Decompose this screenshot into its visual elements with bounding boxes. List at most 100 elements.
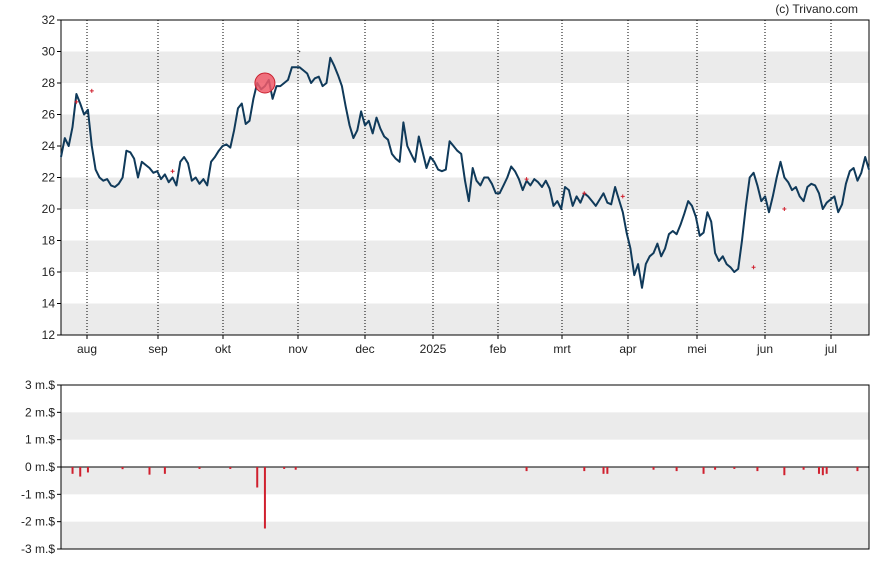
price-data-point bbox=[522, 189, 524, 191]
price-data-point bbox=[121, 176, 124, 179]
volume-y-tick-label: -1 m.$ bbox=[21, 487, 55, 501]
price-data-point bbox=[475, 180, 478, 182]
price-y-tick-label: 14 bbox=[42, 297, 56, 311]
volume-bar bbox=[652, 467, 655, 470]
volume-y-tick-label: 2 m.$ bbox=[25, 405, 55, 419]
price-data-point bbox=[699, 235, 701, 237]
price-data-point bbox=[179, 161, 181, 163]
volume-bar bbox=[583, 467, 586, 472]
volume-bar bbox=[121, 467, 124, 470]
price-data-point bbox=[760, 200, 762, 202]
price-x-tick-label: sep bbox=[148, 342, 168, 356]
price-data-point bbox=[533, 178, 535, 180]
price-data-point bbox=[422, 151, 424, 153]
price-data-point bbox=[160, 178, 162, 180]
price-data-point bbox=[229, 146, 231, 149]
volume-bar bbox=[675, 467, 678, 472]
price-grid-band bbox=[61, 51, 869, 83]
price-data-point bbox=[302, 69, 304, 71]
price-y-tick-label: 28 bbox=[42, 76, 56, 90]
price-data-point bbox=[618, 198, 620, 201]
price-data-point bbox=[310, 82, 312, 84]
price-data-point bbox=[683, 213, 685, 215]
price-data-point bbox=[114, 186, 116, 188]
price-data-point bbox=[198, 183, 201, 185]
price-y-tick-label: 16 bbox=[42, 265, 56, 279]
trade-marker-plus bbox=[170, 169, 175, 174]
price-data-point bbox=[499, 192, 501, 194]
price-y-tick-label: 18 bbox=[42, 234, 56, 248]
price-data-point bbox=[214, 156, 216, 158]
price-data-point bbox=[322, 85, 324, 87]
price-data-point bbox=[133, 158, 135, 160]
price-data-point bbox=[868, 169, 870, 171]
volume-y-tick-label: 3 m.$ bbox=[25, 378, 55, 392]
volume-bar bbox=[602, 467, 605, 474]
trade-marker-plus bbox=[524, 177, 529, 182]
volume-bar bbox=[71, 467, 74, 474]
volume-grid-band bbox=[61, 521, 869, 549]
price-data-point bbox=[676, 233, 678, 235]
price-data-point bbox=[779, 161, 782, 163]
volume-bar bbox=[198, 467, 201, 469]
trade-marker-plus bbox=[89, 88, 94, 93]
price-data-point bbox=[495, 192, 497, 194]
price-data-point bbox=[853, 167, 855, 169]
price-data-point bbox=[318, 76, 320, 78]
volume-bar bbox=[856, 467, 859, 472]
price-data-point bbox=[702, 232, 705, 234]
price-data-point bbox=[391, 153, 393, 155]
price-data-point bbox=[433, 161, 435, 163]
price-data-point bbox=[537, 181, 539, 183]
price-data-point bbox=[710, 221, 712, 223]
trade-marker-circle bbox=[254, 72, 276, 94]
price-x-tick-label: okt bbox=[215, 342, 232, 356]
price-data-point bbox=[741, 239, 743, 242]
price-data-point bbox=[148, 167, 151, 169]
price-data-point bbox=[652, 252, 655, 254]
price-x-tick-label: aug bbox=[77, 342, 97, 356]
price-y-tick-label: 26 bbox=[42, 108, 56, 122]
volume-bar bbox=[163, 467, 166, 474]
price-data-point bbox=[156, 170, 158, 172]
price-data-point bbox=[175, 184, 178, 186]
credit-text: (c) Trivano.com bbox=[775, 2, 858, 16]
price-data-point bbox=[337, 74, 339, 76]
price-data-point bbox=[545, 180, 547, 182]
price-data-point bbox=[579, 202, 582, 204]
price-data-point bbox=[314, 77, 316, 79]
price-x-tick-label: jul bbox=[824, 342, 837, 356]
price-data-point bbox=[333, 65, 335, 67]
price-data-point bbox=[398, 161, 401, 163]
price-x-tick-label: apr bbox=[619, 342, 636, 356]
price-data-point bbox=[233, 129, 235, 131]
price-data-point bbox=[802, 200, 805, 202]
price-data-point bbox=[141, 161, 143, 163]
price-data-point bbox=[656, 243, 658, 245]
price-y-tick-label: 32 bbox=[42, 13, 56, 27]
price-data-point bbox=[272, 98, 274, 100]
price-data-point bbox=[102, 180, 104, 182]
price-data-point bbox=[456, 150, 458, 152]
price-data-point bbox=[622, 211, 624, 213]
price-data-point bbox=[510, 165, 512, 168]
price-data-point bbox=[106, 178, 108, 180]
price-data-point bbox=[841, 203, 843, 205]
price-data-point bbox=[749, 176, 751, 179]
trade-marker-plus bbox=[782, 207, 787, 211]
price-data-point bbox=[718, 260, 720, 262]
price-data-point bbox=[368, 120, 370, 122]
price-data-point bbox=[756, 184, 759, 186]
price-data-point bbox=[79, 102, 81, 105]
price-data-point bbox=[137, 176, 139, 179]
price-data-point bbox=[118, 183, 120, 185]
price-data-point bbox=[772, 195, 774, 197]
price-data-point bbox=[356, 129, 358, 131]
price-data-point bbox=[549, 187, 551, 190]
price-data-point bbox=[822, 208, 824, 210]
volume-bar bbox=[283, 467, 286, 469]
volume-bar bbox=[256, 467, 259, 488]
price-data-point bbox=[626, 232, 628, 234]
price-data-point bbox=[602, 192, 605, 194]
